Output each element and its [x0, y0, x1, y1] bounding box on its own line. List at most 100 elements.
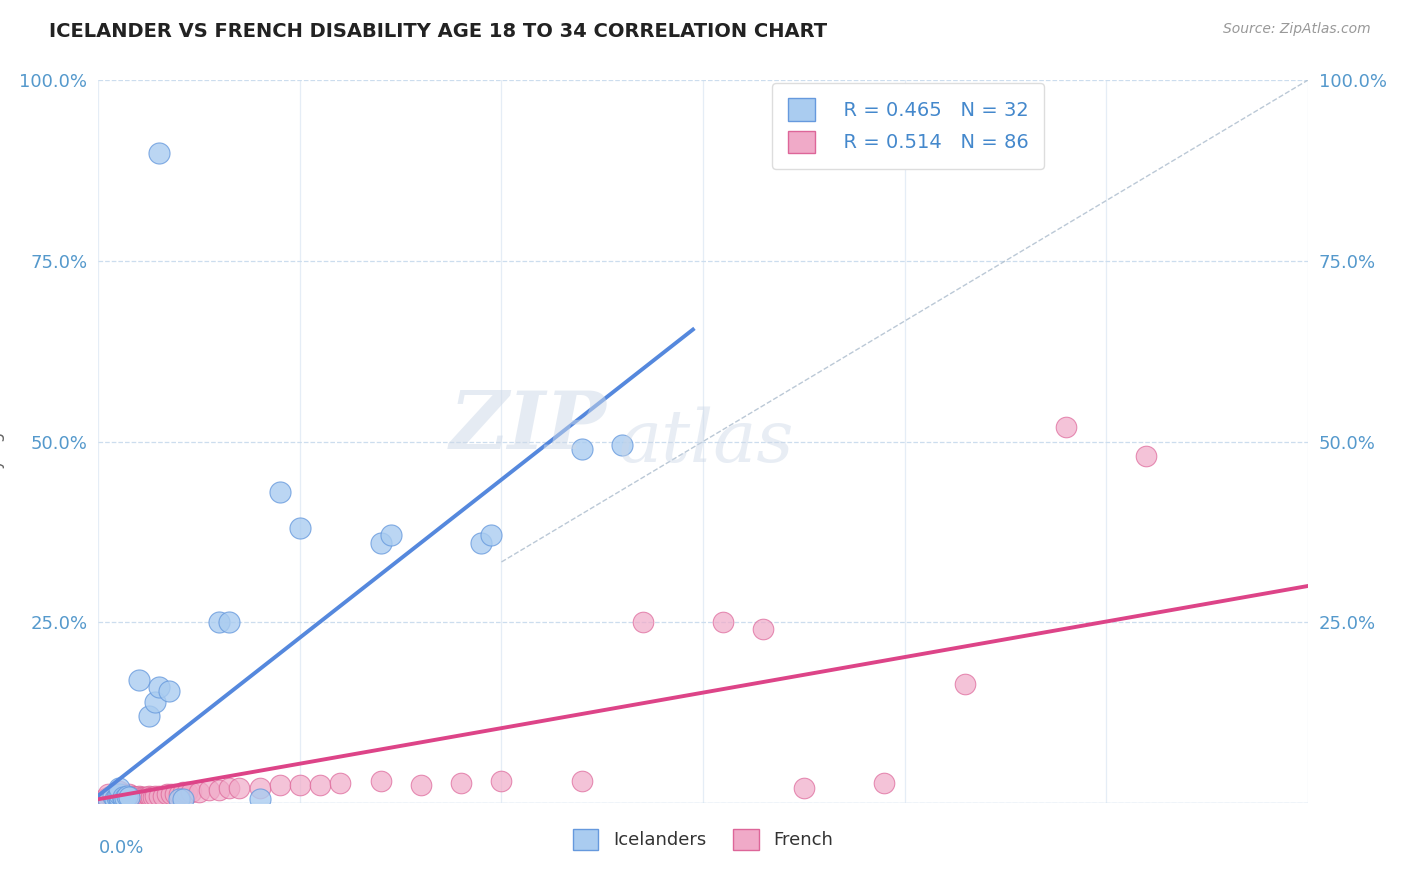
Point	[111, 787, 134, 801]
Point	[156, 787, 179, 801]
Point	[143, 695, 166, 709]
Point	[571, 442, 593, 456]
Point	[110, 790, 132, 805]
Point	[138, 789, 160, 803]
Point	[121, 790, 143, 805]
Point	[120, 790, 142, 805]
Point	[218, 781, 240, 796]
Point	[288, 778, 311, 792]
Point	[115, 790, 138, 805]
Point	[711, 615, 734, 630]
Point	[114, 791, 136, 805]
Point	[163, 787, 186, 801]
Text: 0.0%: 0.0%	[98, 838, 143, 857]
Legend: Icelanders, French: Icelanders, French	[564, 820, 842, 859]
Point	[208, 615, 231, 630]
Y-axis label: Disability Age 18 to 34: Disability Age 18 to 34	[0, 347, 6, 536]
Point	[370, 774, 392, 789]
Point	[309, 778, 332, 792]
Point	[128, 792, 150, 806]
Point	[135, 790, 157, 805]
Point	[107, 792, 129, 806]
Point	[93, 792, 115, 806]
Point	[124, 790, 146, 805]
Point	[491, 774, 513, 789]
Point	[129, 790, 152, 805]
Point	[1135, 449, 1157, 463]
Point	[110, 792, 132, 806]
Point	[249, 781, 271, 796]
Point	[612, 438, 634, 452]
Point	[167, 787, 190, 801]
Point	[793, 781, 815, 796]
Point	[103, 790, 125, 805]
Point	[138, 790, 160, 805]
Point	[138, 709, 160, 723]
Point	[329, 775, 352, 789]
Text: atlas: atlas	[619, 406, 794, 477]
Point	[208, 782, 231, 797]
Point	[370, 535, 392, 549]
Point	[103, 792, 125, 806]
Point	[111, 790, 134, 805]
Point	[269, 778, 291, 792]
Point	[107, 790, 129, 805]
Point	[115, 789, 138, 803]
Point	[450, 775, 472, 789]
Point	[157, 683, 180, 698]
Point	[114, 789, 136, 803]
Point	[409, 778, 432, 792]
Point	[172, 785, 194, 799]
Point	[198, 782, 221, 797]
Point	[752, 623, 775, 637]
Point	[380, 528, 402, 542]
Point	[105, 792, 128, 806]
Point	[470, 535, 492, 549]
Point	[172, 792, 194, 806]
Point	[218, 615, 240, 630]
Point	[107, 784, 129, 798]
Point	[228, 781, 250, 796]
Point	[631, 615, 654, 630]
Point	[124, 792, 146, 806]
Point	[111, 792, 134, 806]
Point	[1054, 420, 1077, 434]
Point	[132, 792, 155, 806]
Point	[107, 792, 129, 806]
Point	[107, 781, 129, 796]
Point	[97, 790, 120, 805]
Point	[97, 787, 120, 801]
Point	[111, 792, 134, 806]
Point	[103, 792, 125, 806]
Text: ZIP: ZIP	[450, 388, 606, 466]
Point	[101, 789, 124, 803]
Point	[571, 774, 593, 789]
Point	[134, 790, 156, 805]
Text: Source: ZipAtlas.com: Source: ZipAtlas.com	[1223, 22, 1371, 37]
Point	[148, 145, 170, 160]
Point	[188, 785, 211, 799]
Point	[111, 790, 134, 805]
Point	[107, 787, 129, 801]
Point	[128, 790, 150, 805]
Point	[132, 790, 155, 805]
Point	[118, 790, 141, 805]
Point	[121, 792, 143, 806]
Point	[107, 790, 129, 805]
Point	[249, 792, 271, 806]
Point	[115, 792, 138, 806]
Point	[101, 792, 124, 806]
Point	[148, 789, 170, 803]
Point	[125, 792, 148, 806]
Point	[118, 792, 141, 806]
Point	[148, 680, 170, 694]
Point	[139, 790, 162, 805]
Text: ICELANDER VS FRENCH DISABILITY AGE 18 TO 34 CORRELATION CHART: ICELANDER VS FRENCH DISABILITY AGE 18 TO…	[49, 22, 827, 41]
Point	[143, 789, 166, 803]
Point	[121, 789, 143, 803]
Point	[125, 790, 148, 805]
Point	[953, 676, 976, 690]
Point	[481, 528, 503, 542]
Point	[101, 790, 124, 805]
Point	[128, 673, 150, 687]
